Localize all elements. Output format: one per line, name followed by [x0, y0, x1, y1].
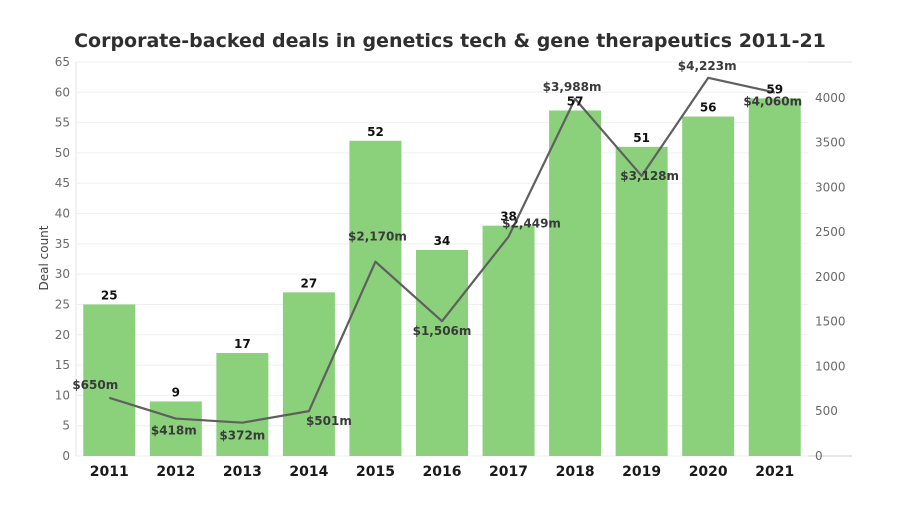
x-tick-label: 2016 — [423, 464, 462, 480]
line-value-label: $418m — [151, 424, 197, 438]
data-labels: 25 9 17 27 52 34 38 57 51 56 59 $650m $418m $372m $501… — [72, 59, 802, 443]
line-value-label: $4,060m — [743, 94, 802, 108]
bar-value-label: 9 — [172, 385, 180, 399]
x-tick-label: 2021 — [755, 464, 794, 480]
bar — [748, 98, 801, 456]
bar-value-label: 25 — [101, 288, 118, 302]
x-axis: 2011 2012 2013 2014 2015 2016 2017 2018 2019 2020… — [90, 464, 794, 480]
y2-tick-label: 1500 — [815, 315, 846, 329]
x-tick-label: 2015 — [356, 464, 395, 480]
y-tick-label: 60 — [55, 85, 70, 99]
bar-value-label: 57 — [567, 94, 584, 108]
y2-tick-label: 3000 — [815, 180, 846, 194]
right-axis: 0 500 1000 1500 2000 2500 3000 3500 4000 — [815, 91, 846, 463]
bar-value-label: 52 — [367, 125, 384, 139]
y-tick-label: 25 — [55, 297, 70, 311]
y-tick-label: 65 — [55, 55, 70, 69]
bar — [615, 146, 668, 456]
bar — [482, 225, 535, 456]
y-tick-label: 5 — [62, 419, 70, 433]
bar — [282, 292, 335, 456]
y-tick-label: 0 — [62, 449, 70, 463]
bar — [416, 249, 468, 456]
line-value-label: $4,223m — [678, 59, 737, 73]
line-value-label: $501m — [306, 414, 352, 428]
bars — [83, 98, 801, 457]
y2-tick-label: 0 — [815, 449, 823, 463]
y-tick-label: 10 — [55, 388, 70, 402]
y2-tick-label: 500 — [815, 404, 838, 418]
x-tick-label: 2019 — [622, 464, 661, 480]
bar — [216, 352, 269, 456]
line-value-label: $372m — [219, 429, 265, 443]
bar — [349, 140, 402, 457]
bar — [549, 110, 602, 456]
left-axis: 0 5 10 15 20 25 30 35 40 45 50 55 60 65 — [55, 55, 70, 463]
y2-tick-label: 1000 — [815, 359, 846, 373]
y-tick-label: 50 — [55, 146, 70, 160]
bar-value-label: 56 — [700, 101, 717, 115]
x-tick-label: 2018 — [556, 464, 595, 480]
x-tick-label: 2013 — [223, 464, 262, 480]
y2-tick-label: 2000 — [815, 270, 846, 284]
bar — [83, 304, 136, 456]
line-value-label: $3,988m — [543, 80, 602, 94]
x-tick-label: 2011 — [90, 464, 129, 480]
y-tick-label: 35 — [55, 237, 70, 251]
y2-tick-label: 4000 — [815, 91, 846, 105]
x-tick-label: 2020 — [689, 464, 728, 480]
y-tick-label: 15 — [55, 358, 70, 372]
x-tick-label: 2014 — [289, 464, 328, 480]
line-value-label: $2,449m — [502, 217, 561, 231]
line-value-label: $650m — [72, 378, 118, 392]
bar-value-label: 34 — [434, 234, 451, 248]
y-axis-title: Deal count — [37, 225, 51, 290]
bar-value-label: 59 — [766, 82, 783, 96]
bar-value-label: 38 — [500, 210, 517, 224]
deal-value-line — [108, 76, 775, 424]
y-tick-label: 55 — [55, 116, 70, 130]
y-tick-label: 20 — [55, 328, 70, 342]
line-value-label: $1,506m — [413, 324, 472, 338]
bar-value-label: 27 — [301, 276, 318, 290]
bar-value-label: 51 — [633, 131, 650, 145]
y-tick-label: 30 — [55, 267, 70, 281]
x-tick-label: 2012 — [156, 464, 195, 480]
bar-value-label: 17 — [234, 337, 251, 351]
y-tick-label: 45 — [55, 176, 70, 190]
y2-tick-label: 3500 — [815, 136, 846, 150]
bar — [682, 116, 735, 457]
chart-title: Corporate-backed deals in genetics tech … — [74, 30, 826, 52]
x-tick-label: 2017 — [489, 464, 528, 480]
line-value-label: $3,128m — [620, 169, 679, 183]
y-tick-label: 40 — [55, 207, 70, 221]
line-value-label: $2,170m — [348, 230, 407, 244]
y2-tick-label: 2500 — [815, 225, 846, 239]
bar — [149, 401, 202, 456]
